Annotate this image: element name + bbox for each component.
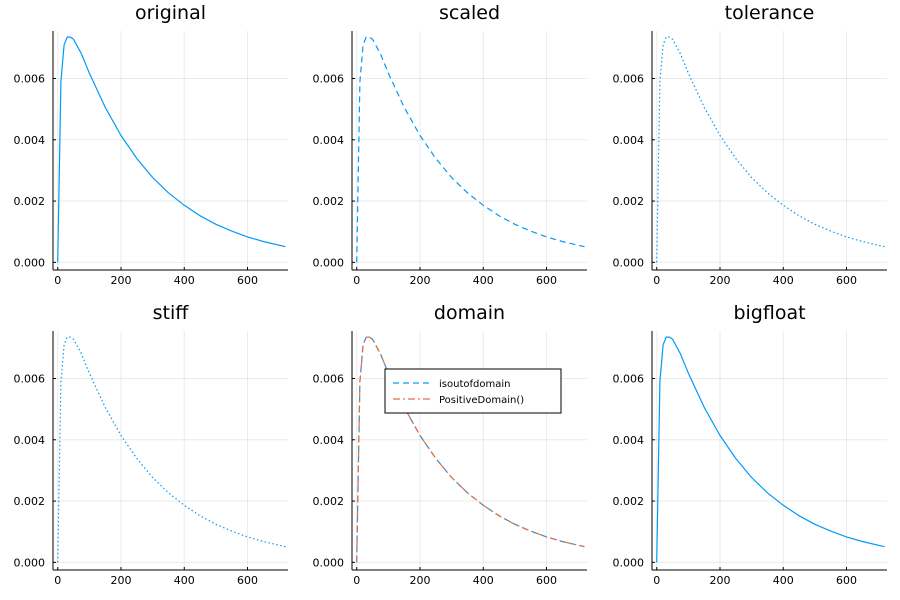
y-tick-label: 0.004 — [14, 434, 46, 447]
x-tick-label: 600 — [836, 574, 857, 587]
panel-title: domain — [434, 302, 505, 324]
y-tick-label: 0.000 — [313, 256, 345, 269]
y-tick-label: 0.000 — [14, 256, 46, 269]
x-tick-label: 400 — [174, 574, 195, 587]
panel-original: original 0 200 400 600 0.000 0.002 0.004 0.006 — [14, 2, 288, 287]
series-line — [356, 36, 585, 263]
legend-label: PositiveDomain() — [439, 395, 524, 406]
x-tick-label: 0 — [353, 274, 360, 287]
y-tick-label: 0.006 — [313, 72, 345, 85]
panel-scaled: scaled 0 200 400 600 0.000 0.002 0.004 0.006 — [313, 2, 587, 287]
legend-box — [384, 368, 562, 414]
y-tick-label: 0.006 — [14, 372, 46, 385]
x-tick-label: 0 — [653, 274, 660, 287]
y-tick-label: 0.002 — [613, 495, 645, 508]
y-tick-label: 0.000 — [313, 556, 345, 569]
x-tick-label: 600 — [836, 274, 857, 287]
y-tick-label: 0.004 — [613, 134, 645, 147]
y-tick-label: 0.004 — [14, 134, 46, 147]
x-tick-label: 0 — [353, 574, 360, 587]
x-tick-label: 400 — [773, 274, 794, 287]
x-tick-label: 200 — [111, 574, 132, 587]
y-tick-label: 0.002 — [14, 495, 46, 508]
x-tick-label: 600 — [536, 574, 557, 587]
x-tick-label: 600 — [237, 574, 258, 587]
y-tick-label: 0.006 — [313, 372, 345, 385]
panel-domain: domain 0 200 400 600 0.000 0.002 0.004 0.006 isou… — [313, 302, 587, 587]
panel-title: tolerance — [725, 2, 815, 24]
y-tick-label: 0.004 — [313, 134, 345, 147]
series-line — [57, 36, 286, 263]
y-tick-label: 0.002 — [14, 195, 46, 208]
panel-tolerance: tolerance 0 200 400 600 0.000 0.002 0.004 0.006 — [613, 2, 887, 287]
y-tick-label: 0.002 — [313, 195, 345, 208]
x-tick-label: 200 — [410, 574, 431, 587]
y-tick-label: 0.002 — [313, 495, 345, 508]
y-tick-label: 0.006 — [613, 372, 645, 385]
panel-title: bigfloat — [733, 302, 805, 324]
x-tick-label: 0 — [653, 574, 660, 587]
y-tick-label: 0.004 — [613, 434, 645, 447]
x-tick-label: 400 — [473, 574, 494, 587]
y-tick-label: 0.002 — [613, 195, 645, 208]
y-tick-label: 0.000 — [613, 556, 645, 569]
panel-stiff: stiff 0 200 400 600 0.000 0.002 0.004 0.006 — [14, 302, 288, 587]
series-line — [57, 336, 286, 563]
y-tick-label: 0.006 — [14, 72, 46, 85]
x-tick-label: 600 — [237, 274, 258, 287]
panel-title: stiff — [153, 302, 190, 324]
series-line — [656, 336, 885, 563]
y-tick-label: 0.000 — [613, 256, 645, 269]
panel-bigfloat: bigfloat 0 200 400 600 0.000 0.002 0.004 0.006 — [613, 302, 887, 587]
y-tick-label: 0.006 — [613, 72, 645, 85]
x-tick-label: 0 — [54, 574, 61, 587]
x-tick-label: 400 — [773, 574, 794, 587]
series-line-isoutofdomain — [356, 336, 585, 563]
y-tick-label: 0.000 — [14, 556, 46, 569]
x-tick-label: 200 — [710, 274, 731, 287]
series-line-positivedomain — [356, 336, 585, 563]
x-tick-label: 400 — [174, 274, 195, 287]
legend-label: isoutofdomain — [439, 379, 510, 390]
x-tick-label: 200 — [710, 574, 731, 587]
panel-title: original — [135, 2, 206, 24]
x-tick-label: 200 — [410, 274, 431, 287]
panel-title: scaled — [439, 2, 500, 24]
series-line — [656, 36, 885, 263]
x-tick-label: 200 — [111, 274, 132, 287]
y-tick-label: 0.004 — [313, 434, 345, 447]
x-tick-label: 600 — [536, 274, 557, 287]
x-tick-label: 0 — [54, 274, 61, 287]
legend: isoutofdomain PositiveDomain() — [384, 368, 562, 414]
x-tick-label: 400 — [473, 274, 494, 287]
